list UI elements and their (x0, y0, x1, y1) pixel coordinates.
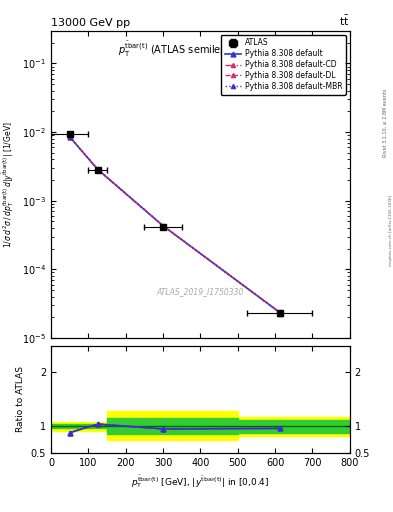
Text: $p_\mathrm{T}^{\mathrm{\bar{t}bar(t)}}$ (ATLAS semileptonic ttbar): $p_\mathrm{T}^{\mathrm{\bar{t}bar(t)}}$ … (118, 40, 283, 59)
Pythia 8.308 default-DL (68, 134, 72, 140)
Text: 13000 GeV pp: 13000 GeV pp (51, 18, 130, 28)
Pythia 8.308 default-MBR (95, 166, 100, 173)
Legend: ATLAS, Pythia 8.308 default, Pythia 8.308 default-CD, Pythia 8.308 default-DL, P: ATLAS, Pythia 8.308 default, Pythia 8.30… (221, 34, 346, 95)
Text: mcplots.cern.ch [arXiv:1306.3436]: mcplots.cern.ch [arXiv:1306.3436] (389, 195, 393, 266)
Polygon shape (51, 411, 350, 440)
Pythia 8.308 default-MBR (161, 223, 165, 229)
Text: Rivet 3.1.10, ≥ 2.8M events: Rivet 3.1.10, ≥ 2.8M events (383, 89, 387, 157)
Polygon shape (51, 418, 350, 434)
Pythia 8.308 default-CD (277, 309, 282, 315)
Pythia 8.308 default (277, 309, 282, 315)
Pythia 8.308 default-CD (95, 166, 100, 173)
Pythia 8.308 default-DL (277, 309, 282, 315)
Text: ATLAS_2019_I1750330: ATLAS_2019_I1750330 (157, 287, 244, 296)
Pythia 8.308 default-MBR (68, 134, 72, 140)
Text: $\mathrm{t\bar{t}}$: $\mathrm{t\bar{t}}$ (339, 14, 350, 28)
Pythia 8.308 default-MBR (277, 309, 282, 315)
Pythia 8.308 default (95, 166, 100, 173)
Pythia 8.308 default (68, 134, 72, 140)
Line: Pythia 8.308 default-CD: Pythia 8.308 default-CD (68, 135, 282, 314)
Pythia 8.308 default-DL (95, 166, 100, 173)
Line: Pythia 8.308 default: Pythia 8.308 default (67, 135, 282, 315)
Line: Pythia 8.308 default-DL: Pythia 8.308 default-DL (68, 135, 282, 314)
Pythia 8.308 default-CD (161, 223, 165, 229)
Pythia 8.308 default-CD (68, 134, 72, 140)
Y-axis label: $1/\sigma\,d^2\sigma\,/\,dp_\mathrm{T}^{\bar{t}\mathrm{bar(t)}}\,d|y^{\bar{t}\ma: $1/\sigma\,d^2\sigma\,/\,dp_\mathrm{T}^{… (0, 121, 17, 248)
Y-axis label: Ratio to ATLAS: Ratio to ATLAS (16, 367, 25, 432)
Line: Pythia 8.308 default-MBR: Pythia 8.308 default-MBR (68, 135, 282, 314)
Pythia 8.308 default-DL (161, 223, 165, 229)
X-axis label: $p_\mathrm{T}^{\mathrm{\bar{t}bar(t)}}$ [GeV], $|y^{\mathrm{\bar{t}bar(t)}}|$ in: $p_\mathrm{T}^{\mathrm{\bar{t}bar(t)}}$ … (131, 474, 270, 490)
Pythia 8.308 default (161, 223, 165, 229)
